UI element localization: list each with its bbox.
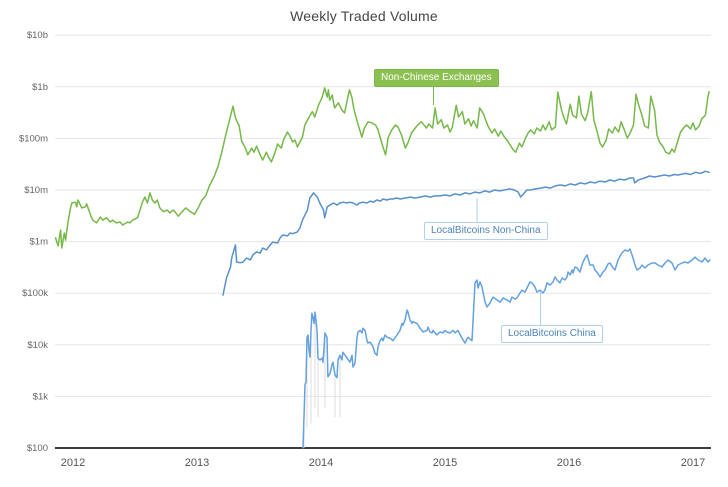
- chart-title: Weekly Traded Volume: [290, 8, 438, 24]
- x-tick-label: 2012: [61, 457, 85, 469]
- annotation-localbitcoins-china-label: LocalBitcoins China: [508, 328, 596, 339]
- x-tick-label: 2015: [433, 457, 457, 469]
- x-tick-label: 2014: [309, 457, 333, 469]
- x-tick-label: 2016: [557, 457, 581, 469]
- y-tick-label: $1b: [32, 82, 48, 93]
- y-tick-label: $10m: [24, 185, 48, 196]
- series-line-non-chinese-exchanges[interactable]: [54, 87, 710, 249]
- series-line-localbitcoins-non-china[interactable]: [222, 170, 710, 296]
- annotation-non-chinese-exchanges-label: Non-Chinese Exchanges: [381, 72, 492, 83]
- y-tick-label: $100k: [22, 288, 48, 299]
- x-tick-label: 2013: [185, 457, 209, 469]
- annotation-localbitcoins-china: LocalBitcoins China: [501, 325, 603, 343]
- x-tick-label: 2017: [681, 457, 705, 469]
- series-line-localbitcoins-china[interactable]: [302, 248, 711, 449]
- annotation-localbitcoins-non-china: LocalBitcoins Non-China: [424, 222, 548, 240]
- y-tick-label: $100m: [19, 133, 48, 144]
- y-tick-label: $10b: [27, 30, 48, 41]
- y-tick-label: $100: [27, 443, 48, 454]
- y-tick-label: $10k: [27, 340, 48, 351]
- y-tick-label: $1m: [30, 237, 49, 248]
- y-tick-label: $1k: [33, 391, 49, 402]
- annotation-localbitcoins-non-china-label: LocalBitcoins Non-China: [431, 225, 541, 236]
- annotation-non-chinese-exchanges: Non-Chinese Exchanges: [374, 69, 499, 87]
